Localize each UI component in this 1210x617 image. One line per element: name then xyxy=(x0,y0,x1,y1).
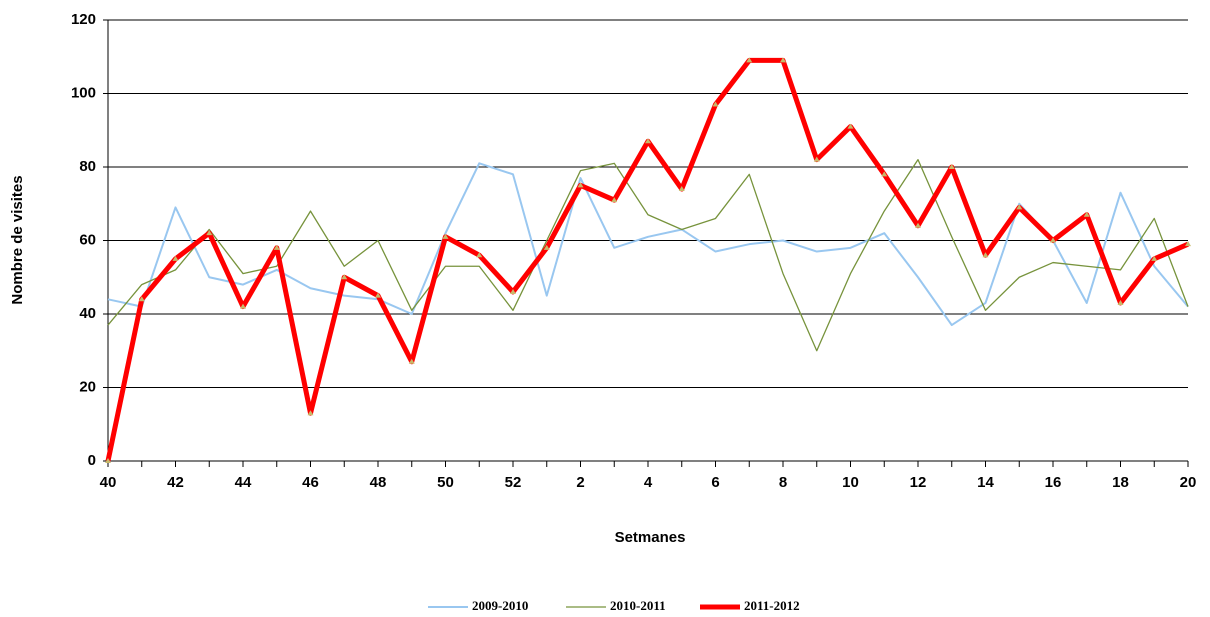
marker xyxy=(678,186,685,192)
marker xyxy=(1083,211,1090,217)
x-tick-label: 8 xyxy=(779,474,787,491)
marker xyxy=(408,358,415,364)
marker xyxy=(1016,204,1023,210)
marker xyxy=(172,255,179,261)
y-tick-label: 20 xyxy=(79,378,96,395)
x-tick-label: 50 xyxy=(437,474,454,491)
marker xyxy=(442,233,449,239)
marker xyxy=(1050,237,1056,243)
x-tick-label: 48 xyxy=(370,474,387,491)
marker xyxy=(813,156,820,162)
x-tick-label: 20 xyxy=(1180,474,1197,491)
x-tick-label: 18 xyxy=(1112,474,1129,491)
series-line xyxy=(105,57,1189,462)
x-tick-label: 40 xyxy=(100,474,117,491)
marker xyxy=(476,252,483,258)
legend-label: 2011-2012 xyxy=(744,598,800,613)
marker xyxy=(105,458,111,463)
marker xyxy=(307,410,314,416)
marker xyxy=(780,57,786,63)
y-tick-label: 100 xyxy=(71,84,96,101)
marker xyxy=(543,244,550,250)
legend-label: 2010-2011 xyxy=(610,598,666,613)
x-tick-label: 44 xyxy=(235,474,252,491)
x-tick-label: 42 xyxy=(167,474,184,491)
marker xyxy=(915,222,921,228)
marker xyxy=(948,164,955,169)
marker xyxy=(847,123,854,129)
series-line xyxy=(107,159,1189,352)
marker xyxy=(746,57,753,63)
marker xyxy=(712,101,719,107)
marker xyxy=(881,171,888,177)
x-tick-label: 14 xyxy=(977,474,994,491)
y-tick-label: 0 xyxy=(88,452,96,469)
marker xyxy=(138,296,145,302)
marker xyxy=(510,288,516,294)
marker xyxy=(1117,299,1124,305)
marker xyxy=(982,252,989,258)
y-axis-label: Nombre de visites xyxy=(9,175,26,304)
y-tick-label: 60 xyxy=(79,231,96,248)
y-tick-label: 40 xyxy=(79,305,96,322)
marker xyxy=(206,230,213,236)
x-tick-label: 4 xyxy=(644,474,653,491)
x-tick-label: 6 xyxy=(711,474,719,491)
x-tick-label: 12 xyxy=(910,474,927,491)
x-tick-label: 10 xyxy=(842,474,859,491)
x-tick-label: 52 xyxy=(505,474,522,491)
marker xyxy=(341,274,348,280)
x-tick-label: 16 xyxy=(1045,474,1062,491)
x-axis-label: Setmanes xyxy=(615,529,686,546)
marker xyxy=(1151,255,1158,261)
y-tick-label: 120 xyxy=(71,11,96,28)
marker xyxy=(1185,241,1191,247)
x-tick-label: 46 xyxy=(302,474,319,491)
y-tick-label: 80 xyxy=(79,158,96,175)
marker xyxy=(273,244,280,250)
marker xyxy=(577,182,584,188)
marker xyxy=(375,292,381,298)
x-tick-label: 2 xyxy=(576,474,584,491)
marker xyxy=(645,138,651,144)
legend-label: 2009-2010 xyxy=(472,598,528,613)
series-line xyxy=(107,162,1189,327)
marker xyxy=(611,197,618,203)
marker xyxy=(240,303,246,309)
